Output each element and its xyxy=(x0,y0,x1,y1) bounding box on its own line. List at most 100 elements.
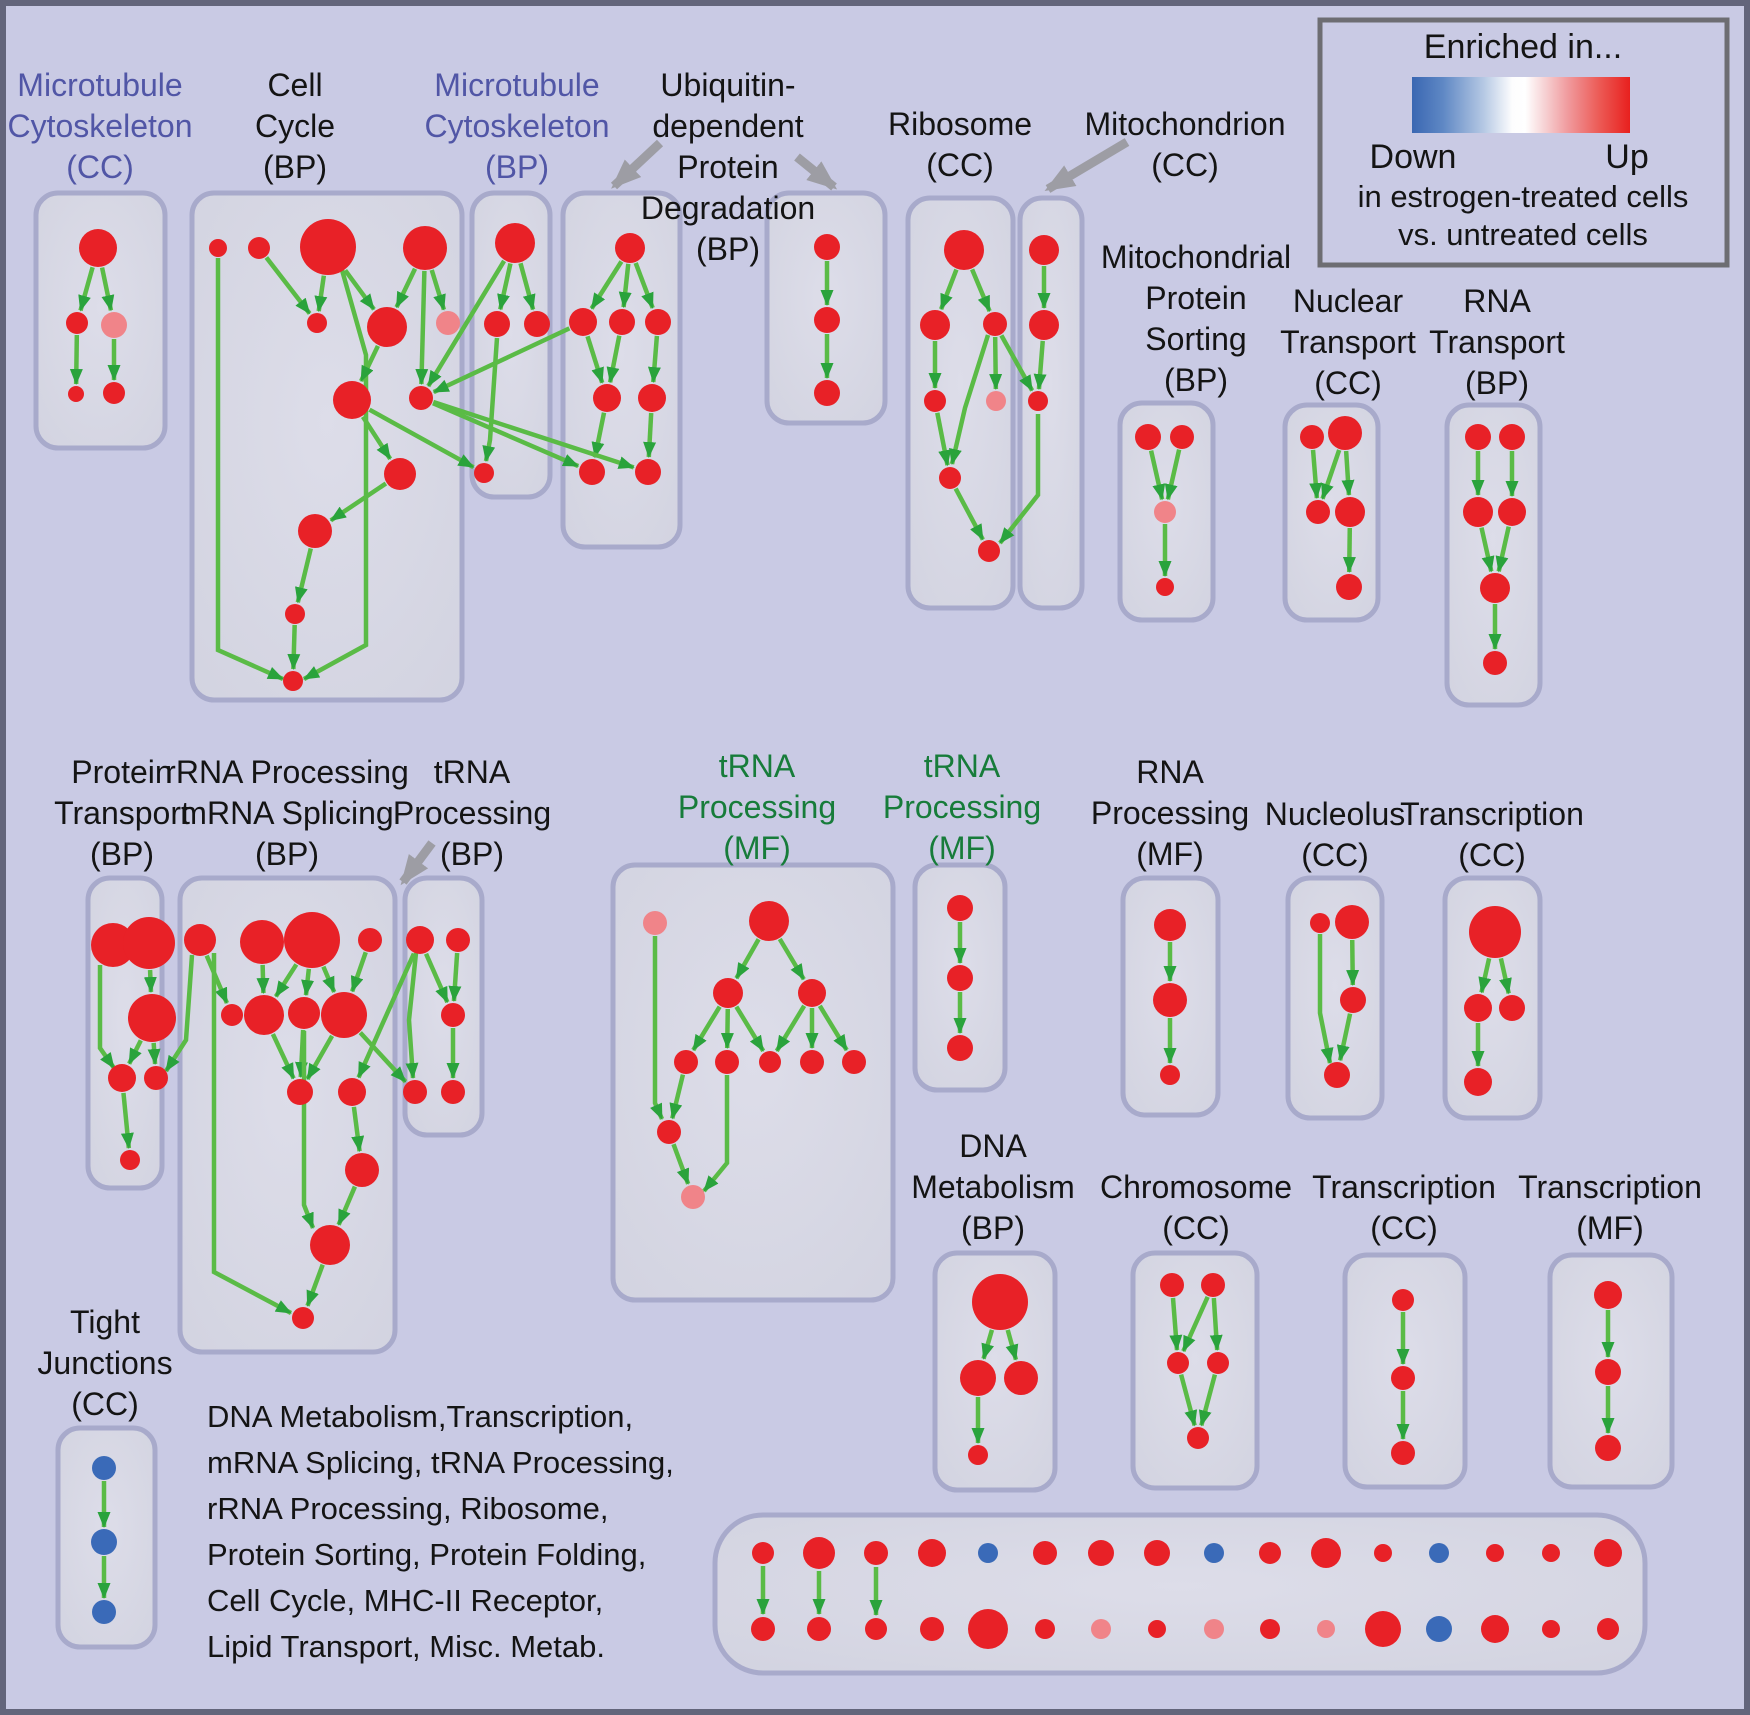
go-term-node xyxy=(1542,1544,1560,1562)
edge-arrow xyxy=(415,270,429,386)
go-term-node xyxy=(1028,391,1048,411)
go-term-node xyxy=(101,312,127,338)
edge-arrow xyxy=(211,953,293,1315)
edge-arrow xyxy=(359,344,380,383)
go-term-node xyxy=(79,229,117,267)
go-term-node xyxy=(814,307,840,333)
edge-arrow xyxy=(423,952,450,1004)
edge-arrow xyxy=(720,1008,734,1050)
go-term-node xyxy=(436,311,460,335)
cluster-label-rrna: mRNA Splicing xyxy=(180,795,393,831)
cluster-label-dnam: DNA xyxy=(959,1128,1027,1164)
go-term-node xyxy=(1365,1611,1401,1647)
go-term-node xyxy=(123,917,175,969)
edge-arrow xyxy=(817,1004,849,1052)
cluster-box-mito xyxy=(1017,195,1085,611)
go-term-node xyxy=(66,312,88,334)
edge-arrow xyxy=(305,1034,335,1081)
go-term-node xyxy=(1335,497,1365,527)
go-term-node xyxy=(1170,425,1194,449)
go-term-node xyxy=(1597,1618,1619,1640)
cluster-label-nuc: (CC) xyxy=(1301,837,1369,873)
go-term-node xyxy=(1483,651,1507,675)
edge-arrow xyxy=(949,334,991,465)
go-term-node xyxy=(924,390,946,412)
go-term-node xyxy=(1595,1435,1621,1461)
edge-arrow xyxy=(591,412,607,459)
go-term-node xyxy=(1135,424,1161,450)
edge-arrow xyxy=(647,335,661,384)
go-term-node xyxy=(1029,235,1059,265)
cluster-label-chr: Chromosome xyxy=(1100,1169,1292,1205)
cluster-label-txmf: (MF) xyxy=(1576,1210,1644,1246)
edge-arrow xyxy=(321,965,337,993)
edge-arrow xyxy=(650,936,665,1120)
go-term-node xyxy=(1148,1620,1166,1638)
cluster-label-ub: Protein xyxy=(677,149,778,185)
go-term-node xyxy=(406,926,434,954)
go-term-node xyxy=(1187,1427,1209,1449)
edge-arrow xyxy=(633,262,655,309)
edge-arrow xyxy=(734,1005,766,1053)
go-term-node xyxy=(403,1080,427,1104)
go-term-node xyxy=(495,223,535,263)
go-term-node xyxy=(1335,905,1369,939)
go-term-node xyxy=(681,1185,705,1209)
go-term-node xyxy=(749,901,789,941)
edge-arrow xyxy=(204,954,229,1004)
go-term-node xyxy=(800,1050,824,1074)
edge-arrow xyxy=(351,1106,365,1153)
go-term-node xyxy=(1300,425,1324,449)
go-term-node xyxy=(1033,1541,1057,1565)
cluster-label-dnam: (BP) xyxy=(961,1210,1025,1246)
go-term-node xyxy=(569,308,597,336)
go-term-node xyxy=(92,1600,116,1624)
go-term-node xyxy=(1374,1544,1392,1562)
go-term-node xyxy=(609,309,635,335)
cluster-label-rrna: rRNA Processing xyxy=(165,754,409,790)
go-term-node xyxy=(1260,1619,1280,1639)
go-term-node xyxy=(285,604,305,624)
go-term-node xyxy=(120,1150,140,1170)
cluster-label-txcc2: (CC) xyxy=(1370,1210,1438,1246)
cluster-box-chr xyxy=(1130,1250,1260,1491)
go-term-node xyxy=(968,1445,988,1465)
cluster-label-mtcc: Microtubule xyxy=(17,67,182,103)
go-term-node xyxy=(947,965,973,991)
go-term-node xyxy=(1160,1065,1180,1085)
edge-arrow xyxy=(518,262,536,311)
go-term-node xyxy=(128,994,176,1042)
go-term-node xyxy=(968,1609,1008,1649)
go-term-node xyxy=(1499,424,1525,450)
edge-arrow xyxy=(127,1039,143,1065)
cluster-box-mtcc xyxy=(33,190,168,451)
cluster-label-mito: Mitochondrion xyxy=(1085,106,1286,142)
go-term-node xyxy=(865,1618,887,1640)
go-term-node xyxy=(1469,906,1521,958)
go-term-node xyxy=(715,1050,739,1074)
go-term-node xyxy=(283,671,303,691)
cluster-label-ub: (BP) xyxy=(696,231,760,267)
edge-arrow xyxy=(394,267,418,309)
edge-arrow xyxy=(1478,957,1492,994)
go-term-node xyxy=(814,234,840,260)
cluster-label-mtbp: (BP) xyxy=(485,149,549,185)
go-term-node xyxy=(1310,913,1330,933)
edge-arrow xyxy=(589,260,624,310)
cluster-label-cc: Cell xyxy=(267,67,322,103)
footnote-line: Lipid Transport, Misc. Metab. xyxy=(207,1629,605,1664)
go-term-node xyxy=(1595,1359,1621,1385)
cluster-label-cc: (BP) xyxy=(263,149,327,185)
go-term-node xyxy=(287,1079,313,1105)
edge-arrow xyxy=(585,335,605,384)
go-term-node xyxy=(345,1153,379,1187)
label-pointer-arrow xyxy=(610,139,664,190)
edge-arrow xyxy=(295,547,313,604)
go-term-node xyxy=(441,1003,465,1027)
go-term-node xyxy=(864,1541,888,1565)
edge-arrow xyxy=(356,952,416,1079)
edge-arrow xyxy=(970,268,992,313)
cluster-label-ub: dependent xyxy=(652,108,803,144)
edge-arrow xyxy=(774,1004,807,1053)
footnote-line: mRNA Splicing, tRNA Processing, xyxy=(207,1445,674,1480)
